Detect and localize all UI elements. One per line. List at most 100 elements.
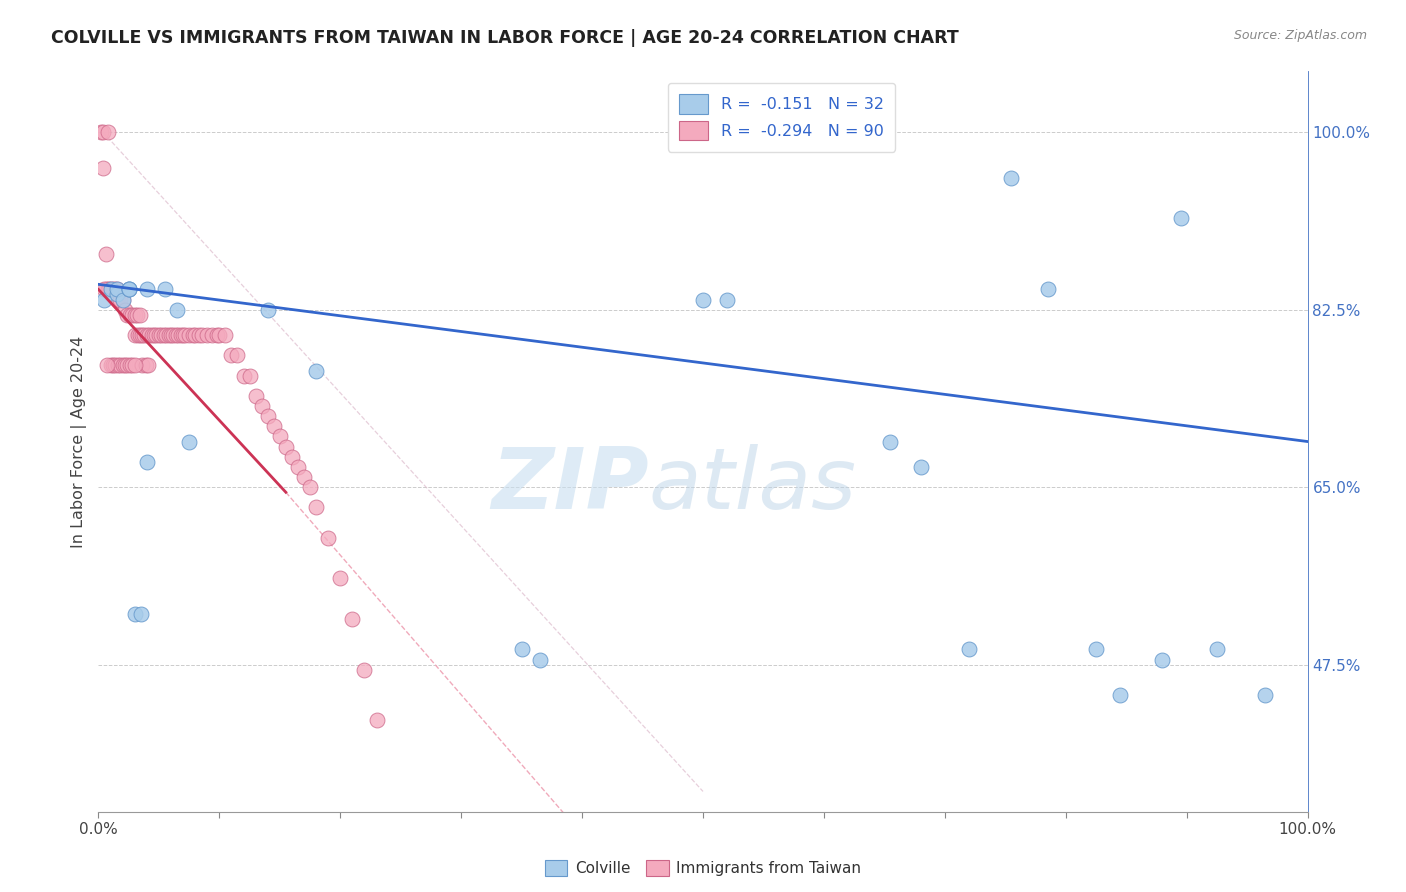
Point: [101, 282, 124, 296]
Point: [91, 161, 114, 175]
Point: [94, 282, 117, 296]
Point: [94, 247, 117, 261]
Point: [98, 282, 121, 296]
Point: [136, 359, 159, 373]
Point: [510, 642, 533, 657]
Legend: Colville, Immigrants from Taiwan: Colville, Immigrants from Taiwan: [537, 852, 869, 884]
Point: [148, 328, 170, 343]
Point: [529, 652, 551, 666]
Point: [274, 440, 297, 454]
Point: [910, 459, 932, 474]
Point: [118, 282, 141, 296]
Point: [208, 328, 231, 343]
Point: [124, 308, 146, 322]
Point: [118, 308, 141, 322]
Point: [93, 282, 115, 296]
Point: [105, 287, 128, 301]
Point: [179, 434, 201, 449]
Point: [292, 470, 315, 484]
Point: [121, 359, 143, 373]
Point: [124, 359, 146, 373]
Point: [104, 282, 127, 296]
Point: [165, 328, 187, 343]
Point: [90, 125, 112, 139]
Point: [181, 328, 204, 343]
Point: [121, 308, 143, 322]
Point: [287, 459, 309, 474]
Point: [91, 125, 114, 139]
Point: [96, 359, 118, 373]
Point: [127, 328, 149, 343]
Point: [107, 293, 129, 307]
Point: [256, 409, 278, 424]
Point: [108, 293, 131, 307]
Point: [1036, 282, 1059, 296]
Point: [1000, 170, 1022, 185]
Point: [1085, 642, 1108, 657]
Point: [141, 328, 163, 343]
Legend: R =  -0.151   N = 32, R =  -0.294   N = 90: R = -0.151 N = 32, R = -0.294 N = 90: [668, 83, 896, 152]
Point: [353, 663, 375, 677]
Point: [957, 642, 980, 657]
Point: [232, 368, 254, 383]
Point: [1170, 211, 1192, 226]
Point: [100, 282, 122, 296]
Point: [124, 607, 146, 621]
Point: [131, 328, 153, 343]
Point: [117, 359, 139, 373]
Point: [305, 363, 328, 377]
Point: [160, 328, 183, 343]
Point: [692, 293, 714, 307]
Point: [172, 328, 194, 343]
Point: [135, 328, 157, 343]
Point: [169, 328, 191, 343]
Point: [118, 359, 141, 373]
Point: [135, 359, 157, 373]
Point: [107, 359, 129, 373]
Point: [239, 368, 262, 383]
Point: [138, 328, 160, 343]
Point: [118, 282, 141, 296]
Point: [101, 359, 124, 373]
Point: [1109, 688, 1132, 702]
Point: [105, 282, 128, 296]
Point: [127, 308, 149, 322]
Point: [134, 328, 156, 343]
Point: [174, 328, 197, 343]
Y-axis label: In Labor Force | Age 20-24: In Labor Force | Age 20-24: [72, 335, 87, 548]
Point: [100, 359, 122, 373]
Point: [114, 302, 136, 317]
Point: [879, 434, 901, 449]
Point: [118, 282, 141, 296]
Point: [111, 293, 134, 307]
Point: [245, 389, 267, 403]
Point: [157, 328, 180, 343]
Point: [263, 419, 285, 434]
Point: [342, 612, 364, 626]
Point: [104, 359, 127, 373]
Point: [135, 282, 157, 296]
Point: [1206, 642, 1229, 657]
Point: [716, 293, 738, 307]
Point: [129, 607, 152, 621]
Point: [250, 399, 273, 413]
Point: [201, 328, 224, 343]
Point: [108, 359, 131, 373]
Point: [100, 282, 122, 296]
Point: [131, 359, 153, 373]
Point: [1152, 652, 1174, 666]
Point: [1254, 688, 1277, 702]
Point: [152, 328, 174, 343]
Point: [153, 282, 176, 296]
Point: [191, 328, 214, 343]
Point: [114, 359, 136, 373]
Point: [269, 429, 291, 443]
Point: [299, 480, 322, 494]
Text: ZIP: ZIP: [491, 444, 648, 527]
Point: [111, 293, 134, 307]
Point: [366, 714, 388, 728]
Point: [105, 282, 128, 296]
Point: [124, 328, 146, 343]
Point: [214, 328, 236, 343]
Point: [93, 293, 115, 307]
